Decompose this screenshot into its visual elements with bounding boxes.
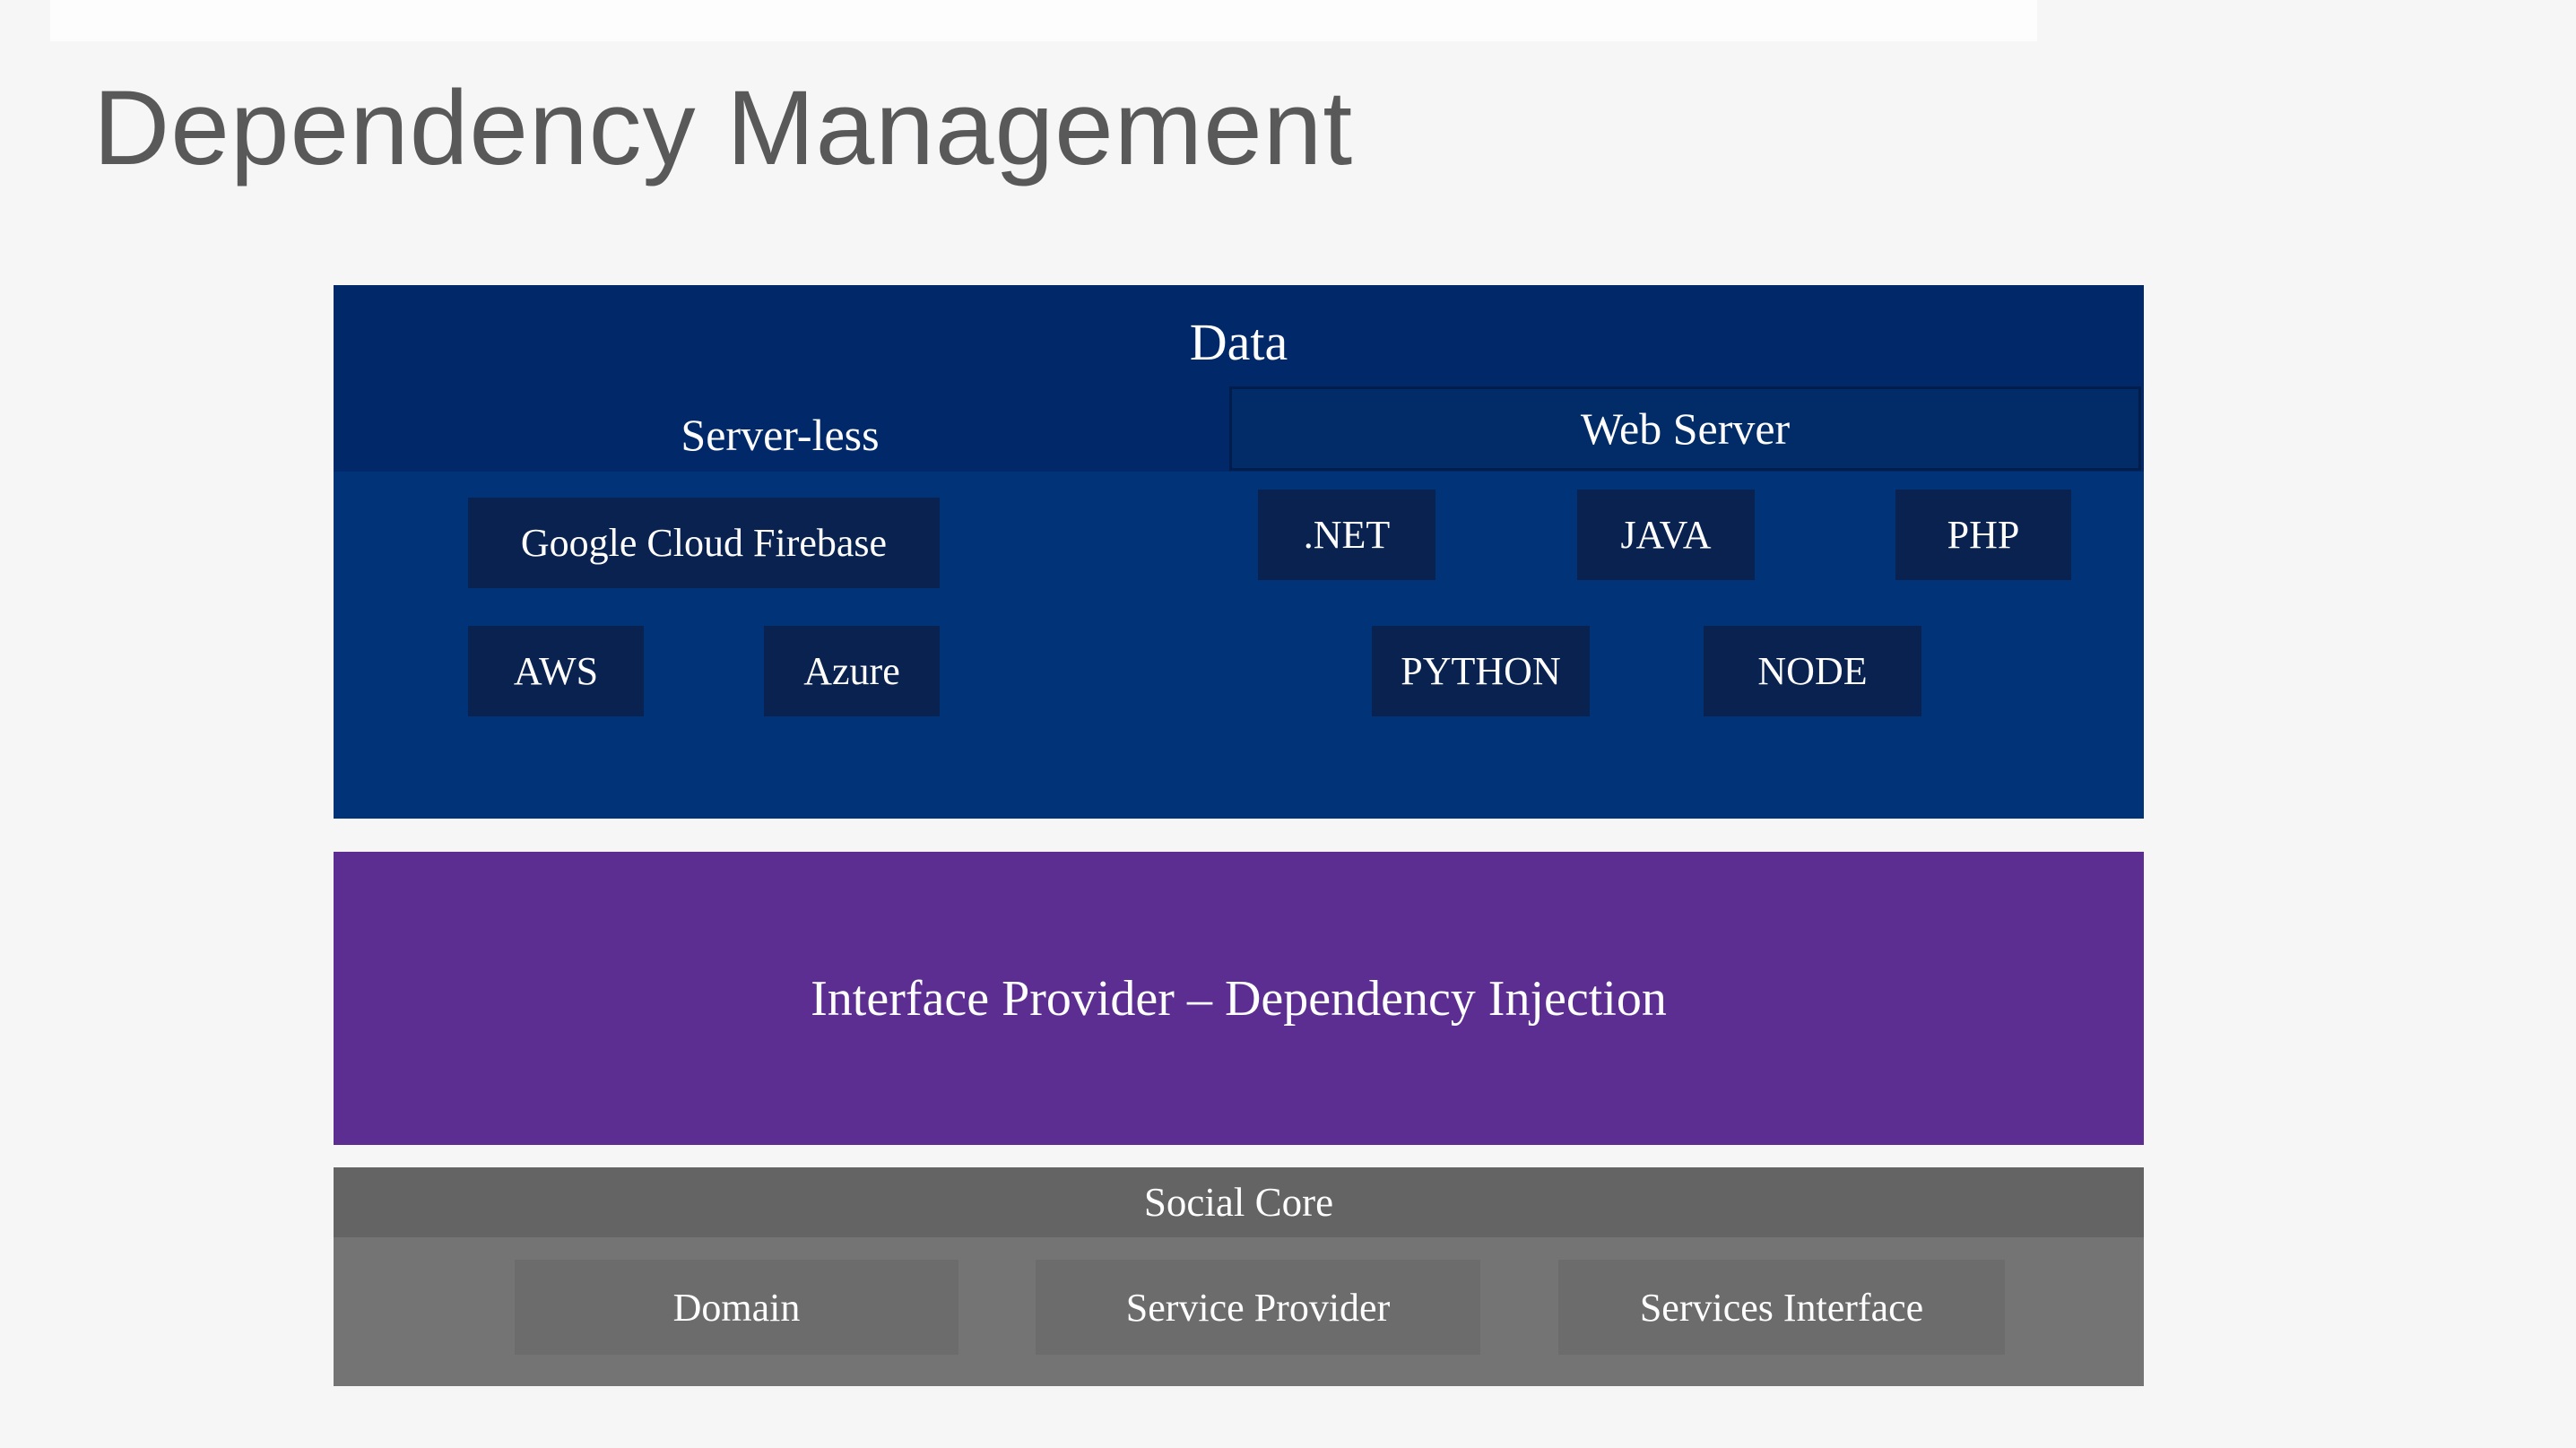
box-azure: Azure <box>764 626 940 716</box>
box-dotnet: .NET <box>1258 490 1435 580</box>
serverless-section-label: Server-less <box>681 409 880 460</box>
box-google-cloud-firebase: Google Cloud Firebase <box>468 498 940 588</box>
box-python: PYTHON <box>1372 626 1590 716</box>
box-domain: Domain <box>515 1260 958 1355</box>
social-core-layer-title: Social Core <box>334 1167 2144 1237</box>
box-aws: AWS <box>468 626 644 716</box>
interface-provider-layer: Interface Provider – Dependency Injectio… <box>334 852 2144 1145</box>
box-php: PHP <box>1895 490 2071 580</box>
slide-title: Dependency Management <box>93 69 1354 187</box>
box-services-interface: Services Interface <box>1558 1260 2005 1355</box>
data-layer: Data Server-less Web Server Google Cloud… <box>334 285 2144 819</box>
social-core-layer: Social Core Domain Service Provider Serv… <box>334 1167 2144 1386</box>
top-accent-strip <box>50 0 2037 41</box>
webserver-section-label: Web Server <box>1229 386 2141 471</box>
box-java: JAVA <box>1577 490 1755 580</box>
box-node: NODE <box>1704 626 1921 716</box>
data-layer-title: Data <box>1189 312 1288 371</box>
box-service-provider: Service Provider <box>1036 1260 1480 1355</box>
